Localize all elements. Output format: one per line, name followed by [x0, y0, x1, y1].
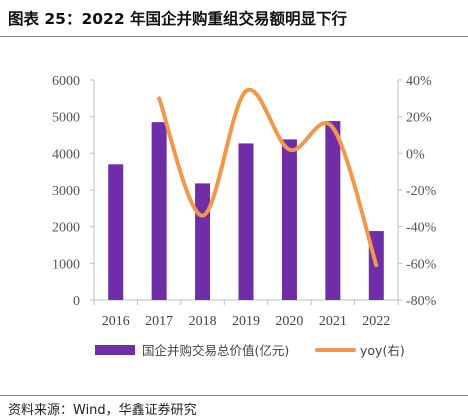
legend-line-label: yoy(右) [360, 343, 405, 358]
left-tick-label: 6000 [52, 74, 80, 89]
bar-2021 [325, 121, 341, 300]
x-tick-label: 2019 [232, 314, 260, 329]
left-tick-label: 0 [73, 294, 80, 309]
chart-header: 图表 25：2022 年国企并购重组交易额明显下行 [0, 0, 468, 34]
left-tick-label: 1000 [52, 257, 80, 272]
x-tick-label: 2020 [275, 314, 303, 329]
bar-2019 [238, 143, 254, 300]
right-tick-label: 20% [406, 111, 432, 126]
bar-2018 [195, 183, 211, 300]
source-note: 资料来源：Wind，华鑫证券研究 [8, 403, 197, 418]
top-divider [0, 36, 468, 37]
right-tick-label: 40% [406, 74, 432, 89]
right-tick-label: -40% [406, 221, 437, 236]
right-tick-label: -80% [406, 294, 437, 309]
legend-bar-swatch [95, 345, 135, 355]
left-tick-label: 3000 [52, 184, 80, 199]
bar-2020 [281, 139, 297, 300]
left-tick-label: 4000 [52, 147, 80, 162]
x-tick-label: 2018 [189, 314, 217, 329]
x-tick-label: 2021 [319, 314, 347, 329]
left-tick-label: 5000 [52, 111, 80, 126]
yoy-line [157, 87, 379, 268]
x-tick-label: 2016 [102, 314, 130, 329]
chart-title: 图表 25：2022 年国企并购重组交易额明显下行 [8, 10, 348, 28]
bar-2016 [108, 164, 124, 300]
bottom-divider [0, 395, 468, 396]
x-tick-label: 2017 [145, 314, 173, 329]
right-tick-label: -20% [406, 184, 437, 199]
right-tick-label: 0% [406, 147, 425, 162]
right-tick-label: -60% [406, 257, 437, 272]
legend-bar-label: 国企并购交易总价值(亿元) [142, 343, 289, 358]
left-tick-label: 2000 [52, 221, 80, 236]
x-tick-label: 2022 [362, 314, 390, 329]
bar-2017 [151, 122, 167, 301]
